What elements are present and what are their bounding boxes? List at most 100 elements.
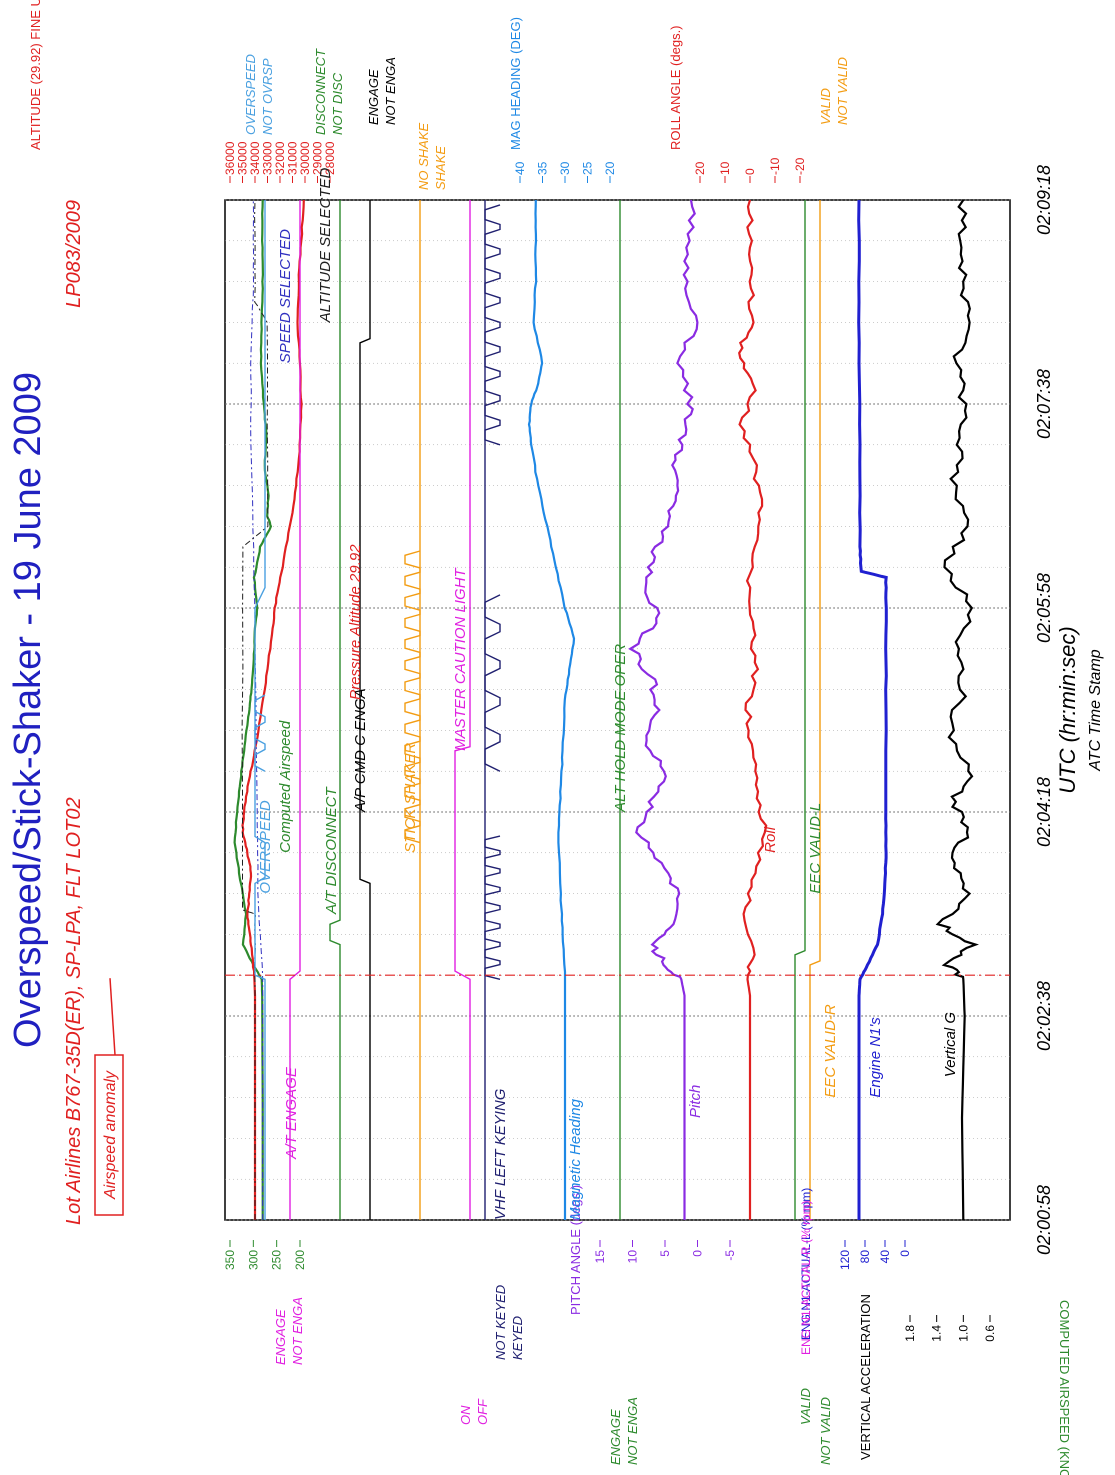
series-line-magnetic-heading bbox=[527, 199, 576, 1220]
series-label-altitude-selected: ALTITUDE SELECTED bbox=[317, 167, 334, 323]
ap-hi-label: ENGAGE bbox=[366, 69, 381, 125]
mag_heading-tick-label: 20 bbox=[603, 161, 617, 175]
series-label-eec-valid-r: EEC VALID-R bbox=[822, 1004, 839, 1098]
altitude-tick-label: 36000 bbox=[223, 141, 237, 175]
overspeed-hi-label: OVERSPEED bbox=[243, 54, 258, 135]
traces bbox=[225, 199, 1010, 1221]
eec-lo-label: NOT VALID bbox=[835, 57, 850, 125]
series-line-engine-n1-s bbox=[857, 199, 888, 1220]
vhf-keying-pulses-1 bbox=[484, 835, 501, 980]
series-label-master-caution-light: MASTER CAUTION LIGHT bbox=[452, 566, 469, 750]
n1-tick-label: 40 bbox=[878, 1250, 892, 1264]
series-line-speed-selected bbox=[250, 199, 264, 1220]
pitch-tick-label: 0 bbox=[691, 1250, 705, 1257]
grid-lines bbox=[225, 199, 1010, 1221]
airspeed-tick-label: 200 bbox=[293, 1250, 307, 1270]
altitude-tick-label: 35000 bbox=[236, 141, 250, 175]
vert_acc-tick-label: 1.8 bbox=[903, 1325, 917, 1342]
pitch-tick-label: 5 bbox=[658, 1250, 672, 1257]
x-axis-label: UTC (hr:min:sec) bbox=[1055, 626, 1080, 793]
overspeed-lo-label: NOT OVRSP bbox=[260, 58, 275, 135]
at-lo-label: NOT ENGA bbox=[290, 1297, 305, 1365]
altitude-tick-label: 33000 bbox=[261, 141, 275, 175]
mag_heading-tick-label: 30 bbox=[558, 161, 572, 175]
discrete-line-overspeed bbox=[254, 200, 266, 1220]
x-axis-label-2: ATC Time Stamp bbox=[1087, 649, 1104, 771]
series-label-pressure-altitude-29-92: Pressure Altitude 29.92 bbox=[347, 544, 364, 700]
vert_acc-tick-label: 1.0 bbox=[956, 1325, 970, 1342]
x-tick-label: 02:04:18 bbox=[1034, 777, 1054, 847]
at-hi-label: ENGAGE bbox=[273, 1309, 288, 1365]
series-label-roll: Roll bbox=[762, 826, 779, 853]
airspeed-axis-label: COMPUTED AIRSPEED (KNOTS) bbox=[1057, 1300, 1072, 1475]
alth-hi-label: ENGAGE bbox=[608, 1409, 623, 1465]
altitude-tick-label: 30000 bbox=[298, 141, 312, 175]
n1-axis-label-1: ENG N1-ACTUAL-L (% rpm) bbox=[799, 1188, 813, 1340]
series-label-a-p-cmd-c-enga: A/P CMD C ENGA bbox=[352, 688, 369, 813]
pitch-axis-label: PITCH ANGLE (degs.) bbox=[568, 1185, 583, 1315]
vert-acc-axis-label: VERTICAL ACCELERATION bbox=[858, 1294, 873, 1460]
n1-tick-label: 120 bbox=[838, 1250, 852, 1270]
roll-tick-label: 10 bbox=[718, 161, 732, 175]
roll-tick-label: 20 bbox=[693, 161, 707, 175]
altitude-axis-label: ALTITUDE (29.92) FINE Unwrap (FEET) bbox=[28, 0, 43, 150]
series-label-a-t-disconnect: A/T DISCONNECT bbox=[323, 785, 340, 915]
roll-tick-label: -20 bbox=[793, 157, 807, 175]
x-tick-label: 02:07:38 bbox=[1034, 369, 1054, 439]
shaker-lo-label: SHAKE bbox=[433, 146, 448, 190]
series-line-roll bbox=[738, 199, 768, 1220]
discrete-line-master-caution-light bbox=[454, 200, 471, 1220]
series-line-pitch bbox=[628, 199, 699, 1220]
n1-axis-label-2: ENG N1-ACTUAL-R (% rpm) bbox=[799, 1200, 813, 1355]
altitude-tick-label: 31000 bbox=[286, 141, 300, 175]
series-label-speed-selected: SPEED SELECTED bbox=[277, 229, 294, 363]
pitch-tick-label: 15 bbox=[593, 1250, 607, 1264]
x-tick-label: 02:00:58 bbox=[1034, 1185, 1054, 1255]
mag_heading-tick-label: 25 bbox=[581, 161, 595, 175]
disc-hi-label: DISCONNECT bbox=[313, 48, 328, 135]
ap-lo-label: NOT ENGA bbox=[383, 57, 398, 125]
eecl-lo-label: NOT VALID bbox=[818, 1397, 833, 1465]
altitude-tick-label: 34000 bbox=[248, 141, 262, 175]
pitch-tick-label: -5 bbox=[723, 1250, 737, 1261]
series-labels: Computed Airspeed Pressure Altitude 29.92… bbox=[257, 167, 959, 1220]
roll-tick-label: -10 bbox=[768, 157, 782, 175]
chart-title: Overspeed/Stick-Shaker - 19 June 2009 bbox=[7, 372, 49, 1048]
mag_heading-tick-label: 40 bbox=[513, 161, 527, 175]
vert_acc-tick-label: 1.4 bbox=[930, 1325, 944, 1342]
series-label-computed-airspeed: Computed Airspeed bbox=[277, 720, 294, 853]
airspeed-anomaly-annotation: Airspeed anomaly bbox=[94, 978, 124, 1216]
series-label-stick-shaker: STICK SHAKER bbox=[402, 743, 419, 853]
mag_heading-tick-label: 35 bbox=[536, 161, 550, 175]
roll-tick-label: 0 bbox=[743, 168, 757, 175]
discrete-line-eec-valid-l bbox=[794, 200, 806, 1220]
altitude-tick-label: 28000 bbox=[323, 141, 337, 175]
chart-subtitle: Lot Airlines B767-35D(ER), SP-LPA, FLT L… bbox=[63, 797, 85, 1225]
airspeed-tick-label: 250 bbox=[270, 1250, 284, 1270]
alth-lo-label: NOT ENGA bbox=[625, 1397, 640, 1465]
series-line-vertical-g bbox=[935, 199, 979, 1221]
discrete-state-labels: OVERSPEED NOT OVRSP DISCONNECT NOT DISC … bbox=[243, 48, 850, 1465]
series-label-magnetic-heading: Magnetic Heading bbox=[567, 1098, 584, 1220]
series-label-engine-n1-s: Engine N1's bbox=[867, 1017, 884, 1098]
stick-shaker-pulses bbox=[404, 550, 421, 844]
eec-hi-label: VALID bbox=[818, 88, 833, 125]
overspeed-pulses bbox=[254, 694, 266, 772]
vhf-lo-label: KEYED bbox=[510, 1316, 525, 1360]
n1-tick-label: 80 bbox=[858, 1250, 872, 1264]
airspeed-tick-label: 350 bbox=[223, 1250, 237, 1270]
series-label-vertical-g: Vertical G bbox=[942, 1012, 959, 1078]
eecl-hi-label: VALID bbox=[798, 1388, 813, 1425]
series-label-a-t-engage: A/T ENGAGE bbox=[283, 1066, 300, 1160]
right-axes: ALTITUDE (29.92) FINE Unwrap (FEET) MAG … bbox=[28, 0, 683, 150]
x-tick-label: 02:02:38 bbox=[1034, 981, 1054, 1051]
caution-hi-label: ON bbox=[458, 1405, 473, 1425]
x-axis-ticks: 02:00:58 02:02:38 02:04:18 02:05:58 02:07:38… bbox=[1034, 165, 1054, 1255]
discrete-line-eec-valid-r bbox=[809, 200, 821, 1220]
x-tick-label: 02:09:18 bbox=[1034, 165, 1054, 235]
vhf-hi-label: NOT KEYED bbox=[493, 1285, 508, 1360]
series-label-vhf-left-keying: VHF LEFT KEYING bbox=[492, 1088, 509, 1220]
n1-tick-label: 0 bbox=[898, 1250, 912, 1257]
x-tick-label: 02:05:58 bbox=[1034, 573, 1054, 643]
